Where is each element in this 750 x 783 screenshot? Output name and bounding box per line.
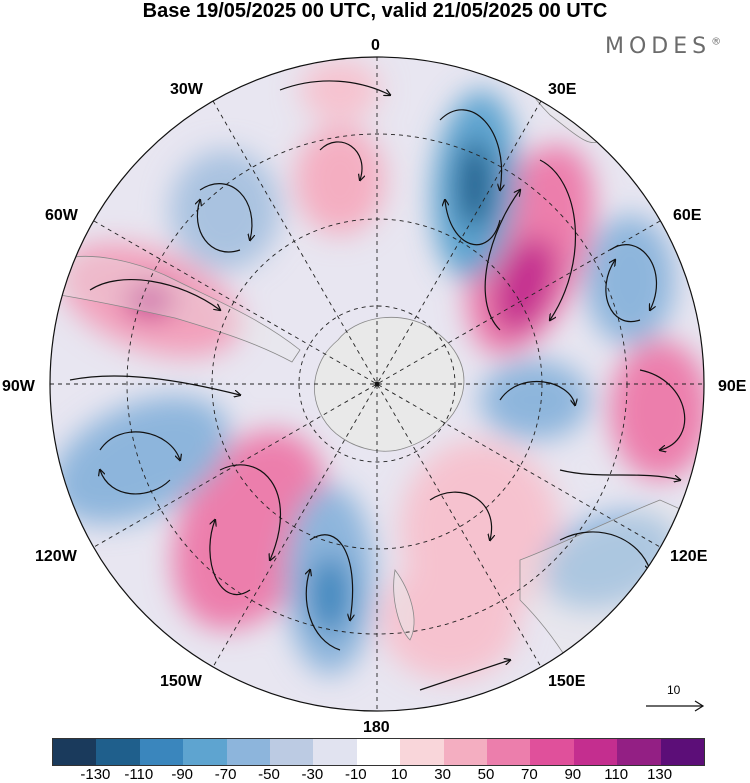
colorbar-tick-label: 70 xyxy=(521,766,538,783)
lon-label-90w: 90W xyxy=(2,378,35,395)
colorbar-tick-label: -10 xyxy=(344,766,367,783)
wind-arrow xyxy=(219,464,281,560)
colorbar-swatch xyxy=(183,739,227,765)
map-boundary xyxy=(49,56,705,712)
colorbar-tick-label: -110 xyxy=(124,766,154,783)
meridian-line xyxy=(212,100,542,668)
lon-label-150w: 150W xyxy=(160,673,202,690)
lon-label-60w: 60W xyxy=(45,207,78,224)
colorbar-swatch xyxy=(530,739,574,765)
anomaly-lobe xyxy=(480,360,590,440)
colorbar-tick-label: 130 xyxy=(647,766,673,783)
south-pole-marker xyxy=(374,381,380,387)
new-zealand-landmass xyxy=(393,569,415,641)
colorbar-swatch xyxy=(226,739,271,765)
lon-label-120w: 120W xyxy=(35,548,77,565)
wind-arrow xyxy=(605,260,641,323)
anomaly-lobe xyxy=(610,340,704,480)
colorbar-tick-label: 110 xyxy=(604,766,629,783)
wind-arrow xyxy=(69,375,240,395)
lon-label-180: 180 xyxy=(363,719,390,736)
wind-streamlines xyxy=(69,80,686,691)
anomaly-lobe xyxy=(457,140,493,230)
colorbar-tick-label: 50 xyxy=(477,766,495,783)
meridian-line xyxy=(93,220,661,548)
colorbar-swatch xyxy=(139,739,184,765)
wind-arrow xyxy=(639,369,686,450)
wind-arrow xyxy=(306,570,341,651)
wind-arrow xyxy=(539,159,576,320)
wind-arrow xyxy=(199,183,252,240)
modes-logo: MODES® xyxy=(605,34,721,59)
colorbar-swatch xyxy=(617,739,661,765)
colorbar xyxy=(52,738,705,766)
wind-arrow xyxy=(559,469,680,480)
wind-arrow xyxy=(309,534,353,620)
wind-arrow xyxy=(197,200,241,253)
colorbar-tick-label: -30 xyxy=(301,766,324,783)
colorbar-tick-label: 10 xyxy=(390,766,408,783)
colorbar-tick-label: 30 xyxy=(434,766,451,783)
lon-label-120e: 120E xyxy=(670,548,708,565)
anomaly-lobe xyxy=(300,60,380,120)
anomaly-field xyxy=(50,57,704,711)
wind-arrow xyxy=(99,431,180,460)
wind-arrow xyxy=(419,660,510,691)
colorbar-tick-label: -70 xyxy=(214,766,237,783)
colorbar-swatch xyxy=(400,739,444,765)
colorbar-swatch xyxy=(313,739,357,765)
lon-label-0: 0 xyxy=(371,37,380,54)
lon-label-30e: 30E xyxy=(548,81,577,98)
anomaly-lobe xyxy=(310,555,350,635)
latitude-circle xyxy=(298,305,456,463)
colorbar-swatch xyxy=(487,739,531,765)
anomaly-lobe xyxy=(493,237,557,333)
wind-arrow xyxy=(609,244,658,310)
lon-label-60e: 60E xyxy=(673,207,702,224)
colorbar-swatch xyxy=(270,739,314,765)
colorbar-swatch xyxy=(96,739,140,765)
logo-registered-mark: ® xyxy=(711,36,722,48)
colorbar-tick-label: -90 xyxy=(171,766,194,783)
logo-text: MODES xyxy=(605,34,712,59)
anomaly-lobe xyxy=(295,125,385,235)
wind-arrow xyxy=(439,109,502,190)
colorbar-swatch xyxy=(443,739,488,765)
wind-arrow xyxy=(445,200,501,246)
lon-label-90e: 90E xyxy=(718,378,747,395)
colorbar-swatch xyxy=(573,739,618,765)
meridian-line xyxy=(93,220,661,548)
lon-label-30w: 30W xyxy=(170,81,203,98)
arrow-right-icon xyxy=(646,700,705,712)
wind-arrow xyxy=(319,141,362,180)
wind-arrow xyxy=(100,470,171,495)
colorbar-tick-label: -130 xyxy=(80,766,111,783)
meridian-line xyxy=(212,100,542,668)
anomaly-lobe xyxy=(125,282,175,318)
south-america-landmass xyxy=(59,255,301,363)
colorbar-swatch xyxy=(53,739,97,765)
anomaly-lobe xyxy=(380,560,520,680)
wind-arrow xyxy=(89,279,220,310)
colorbar-tick-label: 90 xyxy=(564,766,582,783)
wind-arrow xyxy=(279,80,390,95)
wind-arrow xyxy=(484,190,520,331)
colorbar-tick-label: -50 xyxy=(258,766,280,783)
chart-title: Base 19/05/2025 00 UTC, valid 21/05/2025… xyxy=(142,0,608,22)
lon-label-150e: 150E xyxy=(548,673,586,690)
vector-reference-label: 10 xyxy=(667,683,681,697)
anomaly-lobe xyxy=(585,215,675,345)
wind-arrow xyxy=(209,520,251,596)
wind-arrow xyxy=(429,491,492,540)
colorbar-swatch xyxy=(356,739,401,765)
wind-arrow xyxy=(559,531,650,570)
graticule xyxy=(50,57,704,711)
colorbar-swatch xyxy=(660,739,705,765)
wind-arrow xyxy=(499,380,575,405)
anomaly-lobe xyxy=(50,395,230,525)
